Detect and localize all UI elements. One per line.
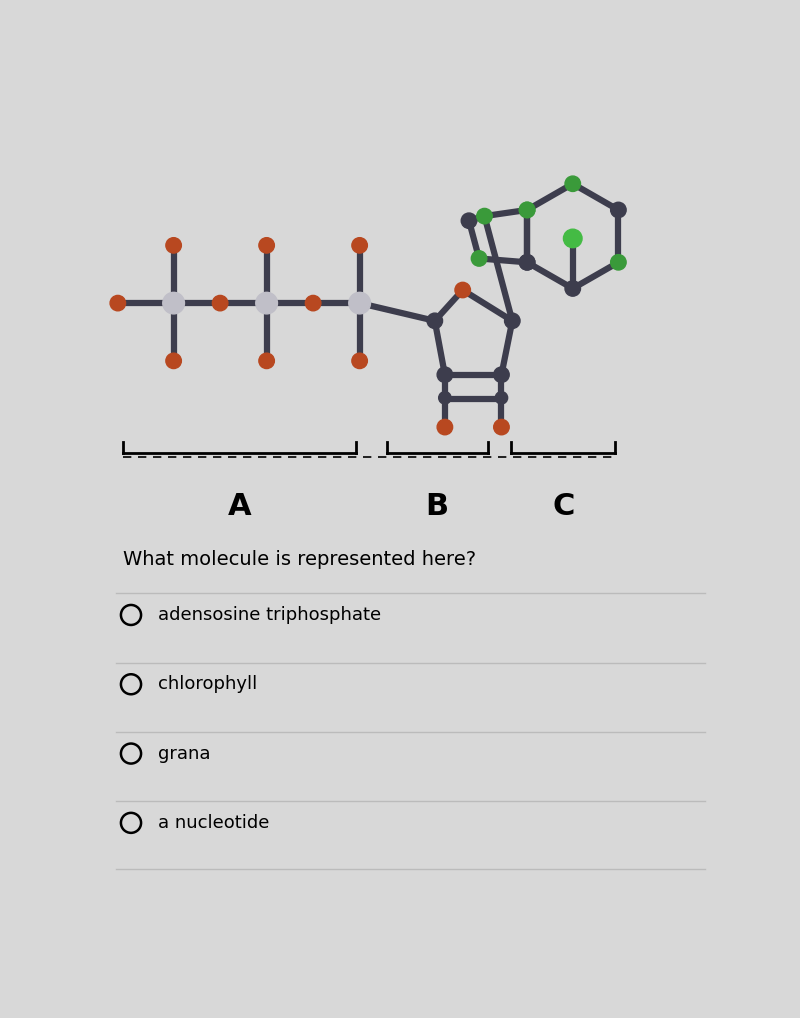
Circle shape: [259, 237, 274, 253]
Circle shape: [437, 419, 453, 435]
Circle shape: [610, 203, 626, 218]
Circle shape: [437, 367, 453, 383]
Circle shape: [349, 292, 370, 314]
Circle shape: [495, 392, 508, 404]
Circle shape: [471, 250, 487, 266]
Circle shape: [462, 213, 477, 228]
Text: grana: grana: [158, 744, 210, 762]
Circle shape: [505, 314, 520, 329]
Circle shape: [610, 254, 626, 270]
Circle shape: [162, 292, 185, 314]
Circle shape: [494, 419, 510, 435]
Text: chlorophyll: chlorophyll: [158, 675, 258, 693]
Circle shape: [477, 209, 492, 224]
Circle shape: [259, 353, 274, 369]
Circle shape: [519, 203, 535, 218]
Circle shape: [494, 367, 510, 383]
Circle shape: [438, 392, 451, 404]
Circle shape: [565, 281, 581, 296]
Circle shape: [455, 282, 470, 297]
Circle shape: [563, 229, 582, 247]
Circle shape: [565, 176, 581, 191]
Text: adensosine triphosphate: adensosine triphosphate: [158, 606, 382, 624]
Circle shape: [519, 254, 535, 270]
Circle shape: [166, 353, 182, 369]
Circle shape: [212, 295, 228, 310]
Text: C: C: [552, 492, 574, 521]
Circle shape: [427, 314, 442, 329]
Circle shape: [519, 254, 535, 270]
Circle shape: [110, 295, 126, 310]
Text: A: A: [228, 492, 251, 521]
Text: B: B: [426, 492, 449, 521]
Circle shape: [352, 237, 367, 253]
Text: What molecule is represented here?: What molecule is represented here?: [123, 550, 476, 568]
Circle shape: [352, 353, 367, 369]
Text: a nucleotide: a nucleotide: [158, 813, 270, 832]
Circle shape: [519, 203, 535, 218]
Circle shape: [256, 292, 278, 314]
Circle shape: [306, 295, 321, 310]
Circle shape: [166, 237, 182, 253]
